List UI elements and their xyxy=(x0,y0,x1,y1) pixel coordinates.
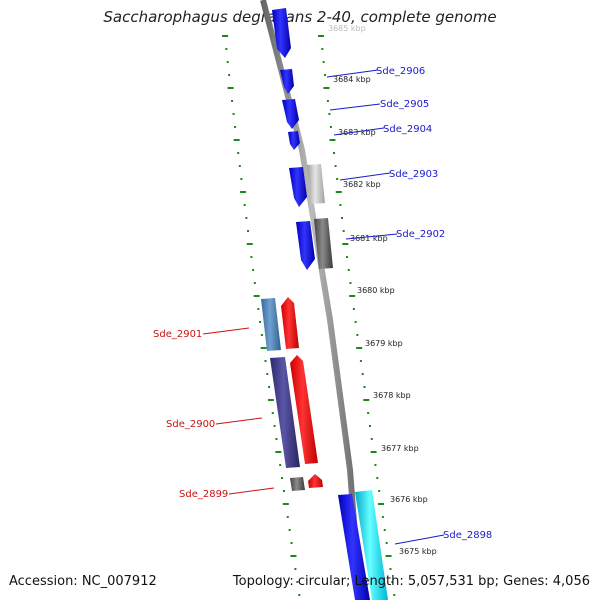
genome-info-label: Topology: circular; Length: 5,057,531 bp… xyxy=(232,574,590,589)
connector-sde-2902 xyxy=(345,233,398,240)
gene-sde-2905[interactable] xyxy=(282,99,299,129)
gene-sde-2903-neighbour[interactable] xyxy=(307,164,325,204)
gene-sde-2901[interactable] xyxy=(281,297,299,349)
kbp-label-3675: 3675 kbp xyxy=(399,547,437,556)
gene-label-sde-2901[interactable]: Sde_2901 xyxy=(153,329,202,340)
gene-sde-2906-segment[interactable] xyxy=(272,8,291,58)
gene-label-sde-2903[interactable]: Sde_2903 xyxy=(389,169,438,180)
ruler-inner-track xyxy=(222,35,301,596)
gene-sde-2898-blue[interactable] xyxy=(338,494,370,600)
gene-sde-2900[interactable] xyxy=(290,355,318,464)
gene-sde-2902[interactable] xyxy=(296,221,315,270)
gene-sde-2904[interactable] xyxy=(288,131,300,150)
connector-sde-2904 xyxy=(333,127,385,136)
kbp-label-3682: 3682 kbp xyxy=(343,180,381,189)
label-connectors xyxy=(202,69,445,545)
kbp-label-3678: 3678 kbp xyxy=(373,391,411,400)
gene-sde-2899-neighbour[interactable] xyxy=(290,477,305,491)
connector-sde-2898 xyxy=(394,534,445,545)
connector-sde-2899 xyxy=(228,487,275,495)
kbp-label-3683: 3683 kbp xyxy=(338,128,376,137)
gene-label-sde-2902[interactable]: Sde_2902 xyxy=(396,229,445,240)
kbp-label-3677: 3677 kbp xyxy=(381,444,419,453)
kbp-label-3684: 3684 kbp xyxy=(333,75,371,84)
gene-label-sde-2899[interactable]: Sde_2899 xyxy=(179,489,228,500)
kbp-label-3685: 3685 kbp xyxy=(328,24,366,33)
gene-sde-2903[interactable] xyxy=(289,167,307,207)
accession-label: Accession: NC_007912 xyxy=(9,574,157,589)
gene-label-sde-2906[interactable]: Sde_2906 xyxy=(376,66,425,77)
kbp-labels: 3685 kbp 3684 kbp 3683 kbp 3682 kbp 3681… xyxy=(328,24,437,556)
forward-strand-genes xyxy=(272,8,388,600)
gene-label-sde-2898[interactable]: Sde_2898 xyxy=(443,530,492,541)
gene-sde-2898-cyan[interactable] xyxy=(355,490,388,600)
connector-sde-2905 xyxy=(329,103,381,111)
gene-sde-2899[interactable] xyxy=(308,474,323,488)
gene-sde-2902-neighbour[interactable] xyxy=(314,218,333,269)
connector-sde-2903 xyxy=(339,172,391,181)
gene-sde-2900-neighbour[interactable] xyxy=(270,357,300,468)
gene-labels: Sde_2906 Sde_2905 Sde_2904 Sde_2903 Sde_… xyxy=(153,66,492,541)
reverse-strand-genes xyxy=(261,297,323,491)
gene-label-sde-2900[interactable]: Sde_2900 xyxy=(166,419,215,430)
kbp-label-3680: 3680 kbp xyxy=(357,286,395,295)
kbp-label-3679: 3679 kbp xyxy=(365,339,403,348)
connector-sde-2901 xyxy=(202,327,250,335)
gene-sde-2901-neighbour[interactable] xyxy=(261,298,281,351)
connector-sde-2900 xyxy=(215,417,263,425)
map-title: Saccharophagus degradans 2-40, complete … xyxy=(103,8,497,26)
gene-label-sde-2904[interactable]: Sde_2904 xyxy=(383,124,432,135)
kbp-label-3681: 3681 kbp xyxy=(350,234,388,243)
gene-label-sde-2905[interactable]: Sde_2905 xyxy=(380,99,429,110)
kbp-label-3676: 3676 kbp xyxy=(390,495,428,504)
gene-sde-2906[interactable] xyxy=(280,69,294,94)
ruler-outer-track xyxy=(318,35,396,596)
connector-sde-2906 xyxy=(326,69,379,78)
